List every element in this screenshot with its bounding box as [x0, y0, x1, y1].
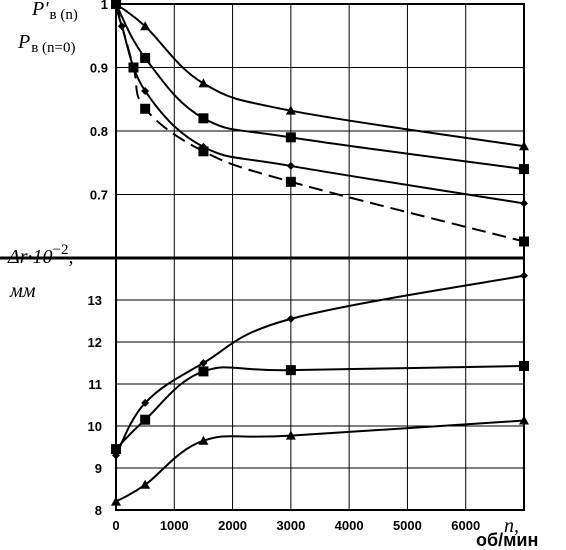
xtick-label: 2000 — [218, 518, 247, 533]
bottom-ylabel-1: Δr·10−2, — [7, 242, 74, 268]
triangle-marker — [198, 435, 209, 445]
square-marker — [198, 366, 209, 377]
series-line-1-2 — [115, 419, 525, 503]
square-marker — [198, 113, 209, 124]
bottom-ylabel-exp: −2 — [53, 242, 69, 258]
square-marker — [140, 52, 151, 63]
top-ylabel-1-main: P' — [31, 0, 49, 20]
diamond-marker — [286, 161, 295, 170]
triangle-marker — [519, 415, 529, 425]
square-marker — [198, 146, 209, 157]
square-marker — [285, 176, 296, 187]
series-line-0-2 — [115, 3, 525, 205]
bottom-ytick-label: 9 — [95, 461, 102, 476]
plot-frame — [0, 3, 525, 511]
series-line-1-0 — [115, 274, 525, 456]
bottom-ylabel-comma: , — [69, 246, 74, 268]
diamond-marker — [520, 271, 528, 280]
tick-labels: 1 0.9 0.8 0.7 13 12 11 10 9 80 1000 2000 3000 4000 500… — [88, 0, 481, 533]
diamond-marker — [199, 359, 208, 367]
triangle-marker — [285, 105, 296, 115]
bottom-ytick-label: 12 — [88, 335, 102, 350]
series-line-0-3 — [115, 3, 525, 243]
triangle-marker — [140, 21, 151, 31]
top-ytick-label: 0.8 — [90, 124, 108, 139]
series-layer — [111, 0, 529, 506]
square-marker — [128, 62, 139, 73]
bottom-ytick-label: 10 — [88, 419, 102, 434]
xtick-label: 0 — [112, 518, 119, 533]
square-marker — [519, 360, 529, 371]
square-marker — [285, 132, 296, 143]
top-ylabel-2-main: P — [17, 31, 30, 53]
series-line-0-1 — [115, 3, 525, 171]
top-ytick-label: 0.9 — [90, 61, 108, 76]
bottom-ylabel-1-main: Δr·10 — [7, 246, 53, 268]
top-ytick-label: 0.7 — [90, 188, 108, 203]
xtick-label: 1000 — [160, 518, 189, 533]
xlabel-unit: об/мин — [476, 530, 538, 550]
xtick-label: 3000 — [276, 518, 305, 533]
triangle-marker — [519, 141, 529, 151]
diamond-marker — [520, 199, 528, 208]
diamond-marker — [286, 314, 295, 323]
series-line-0-0 — [115, 3, 525, 148]
triangle-marker — [198, 78, 209, 88]
diamond-marker — [141, 398, 150, 407]
square-marker — [111, 444, 121, 455]
xlabel-n: n, — [504, 515, 519, 537]
bottom-ytick-label: 11 — [88, 377, 102, 392]
xtick-label: 4000 — [335, 518, 364, 533]
triangle-marker — [285, 430, 296, 440]
top-ylabel-1: P'в (n) — [31, 0, 78, 23]
square-marker — [140, 414, 151, 425]
square-marker — [285, 365, 296, 376]
xtick-label: 6000 — [451, 518, 480, 533]
bottom-ytick-label: 8 — [95, 503, 102, 518]
triangle-marker — [140, 479, 151, 489]
xtick-label: 5000 — [393, 518, 422, 533]
bottom-ylabel-2: мм — [9, 280, 36, 302]
square-marker — [140, 103, 151, 114]
top-ylabel-2-sub: в (n=0) — [31, 40, 75, 56]
top-ylabel-1-sub: в (n) — [50, 7, 78, 23]
bottom-ytick-label: 13 — [88, 293, 102, 308]
square-marker — [519, 164, 529, 175]
top-ylabel-2: Pв (n=0) — [17, 31, 76, 56]
top-ytick-label: 1 — [101, 0, 108, 12]
square-marker — [519, 236, 529, 247]
diamond-marker — [141, 86, 150, 95]
triangle-marker — [111, 496, 121, 506]
